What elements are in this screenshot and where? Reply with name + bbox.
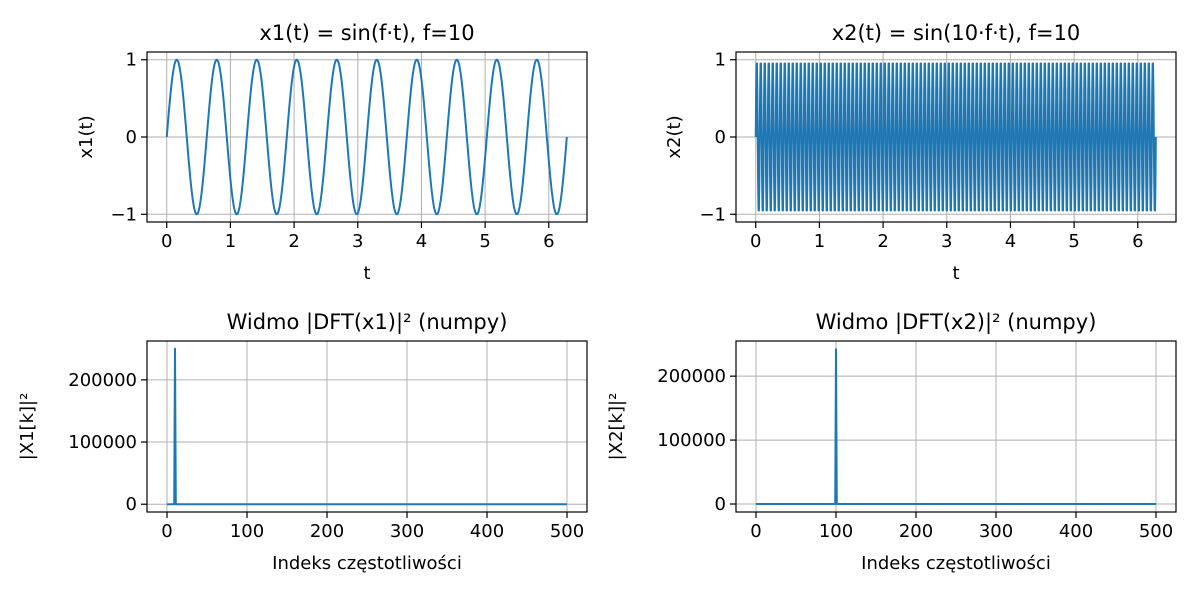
series-line-X1: [167, 347, 567, 506]
series-line-x1: [165, 58, 568, 216]
x-tick-label: 3: [352, 231, 363, 252]
y-tick-label: 0: [715, 494, 726, 515]
y-tick-label: −1: [699, 204, 726, 225]
y-tick-label: 0: [126, 127, 137, 148]
y-axis-label: |X2[k]|²: [606, 393, 627, 461]
subplot-title: Widmo |DFT(x2)|² (numpy): [816, 310, 1097, 335]
x-tick-label: 0: [161, 521, 172, 542]
axes-frame: [735, 340, 1177, 513]
y-tick-label: 100000: [657, 430, 726, 451]
series-line-x2: [754, 62, 1157, 212]
y-tick-label: 0: [715, 127, 726, 148]
x-axis-label: t: [363, 263, 370, 284]
subplot-title: Widmo |DFT(x1)|² (numpy): [227, 310, 508, 335]
axes-frame: [146, 340, 588, 513]
x-tick-label: 6: [543, 231, 554, 252]
x-tick-label: 1: [814, 231, 825, 252]
series-line-X2: [756, 348, 1156, 506]
subplot-title: x1(t) = sin(f·t), f=10: [259, 21, 474, 45]
x-tick-label: 400: [1059, 521, 1093, 542]
x-tick-label: 200: [899, 521, 933, 542]
x-tick-label: 2: [877, 231, 888, 252]
x-tick-label: 500: [550, 521, 584, 542]
y-tick-label: 200000: [657, 366, 726, 387]
y-axis-label: |X1[k]|²: [17, 393, 38, 461]
subplot-X1: 0 100 200 300 400 500 0 100000 200000 Widmo |DFT(…: [17, 310, 588, 574]
x-tick-label: 4: [1005, 231, 1016, 252]
x-tick-label: 300: [979, 521, 1013, 542]
y-tick-label: 1: [126, 50, 137, 71]
x-tick-label: 500: [1139, 521, 1173, 542]
y-tick-label: 1: [715, 50, 726, 71]
subplot-title: x2(t) = sin(10·f·t), f=10: [832, 21, 1081, 45]
x-tick-label: 0: [750, 231, 761, 252]
x-tick-label: 2: [288, 231, 299, 252]
x-tick-label: 0: [161, 231, 172, 252]
subplot-X2: 0 100 200 300 400 500 0 100000 200000 Widmo |DFT(…: [606, 310, 1177, 574]
x-tick-label: 6: [1132, 231, 1143, 252]
x-tick-label: 1: [225, 231, 236, 252]
y-tick-label: −1: [110, 204, 137, 225]
y-tick-label: 200000: [68, 370, 137, 391]
x-tick-label: 5: [1068, 231, 1079, 252]
x-tick-label: 0: [750, 521, 761, 542]
subplot-x2: 0 1 2 3 4 5 6 −1 0 1 x2(t) = sin(10·f·t), f=10 t x2(…: [664, 21, 1177, 284]
y-axis-label: x1(t): [76, 115, 97, 158]
x-tick-label: 300: [390, 521, 424, 542]
x-tick-label: 4: [416, 231, 427, 252]
x-tick-label: 400: [470, 521, 504, 542]
x-tick-label: 100: [819, 521, 853, 542]
x-axis-label: Indeks częstotliwości: [272, 553, 462, 574]
y-tick-label: 100000: [68, 432, 137, 453]
subplot-x1: 0 1 2 3 4 5 6 −1 0 1 x1(t) = sin(f·t), f=10 t x1(t): [76, 21, 588, 284]
y-axis-label: x2(t): [664, 115, 685, 158]
x-tick-label: 5: [479, 231, 490, 252]
x-axis-label: t: [952, 263, 959, 284]
x-tick-label: 100: [230, 521, 264, 542]
x-axis-label: Indeks częstotliwości: [861, 553, 1051, 574]
y-tick-label: 0: [126, 494, 137, 515]
x-tick-label: 3: [941, 231, 952, 252]
x-tick-label: 200: [310, 521, 344, 542]
